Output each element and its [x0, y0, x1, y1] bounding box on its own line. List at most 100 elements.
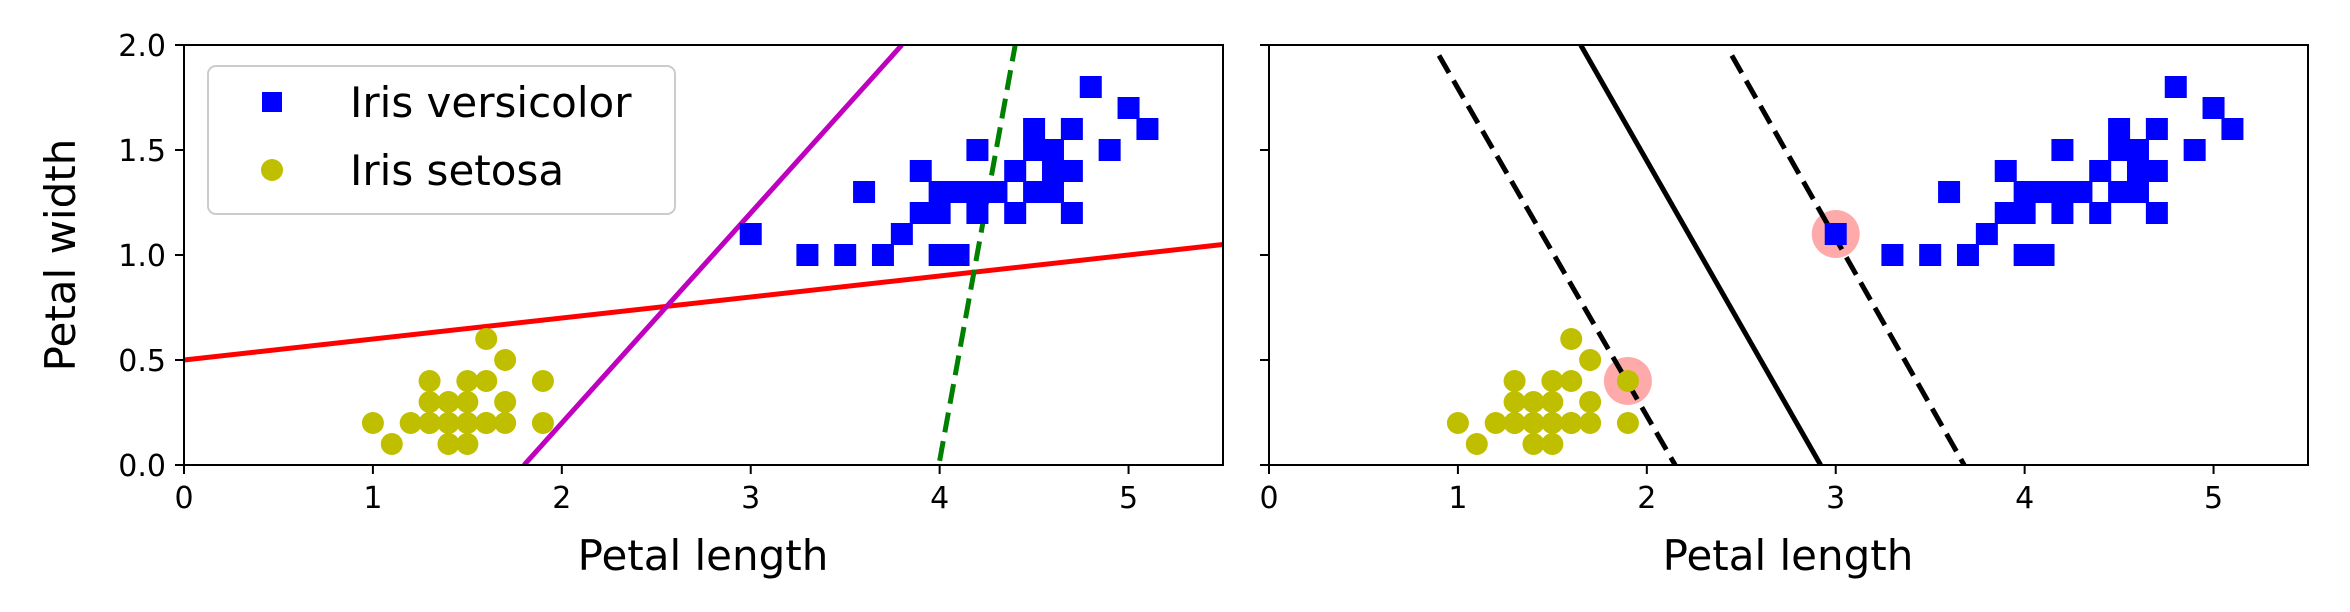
versicolor-point: [2126, 181, 2149, 203]
versicolor-point: [909, 202, 932, 224]
x-tick-label: 5: [1119, 481, 1138, 516]
versicolor-point: [2126, 160, 2149, 182]
x-tick-label: 2: [552, 481, 571, 516]
versicolor-point: [909, 160, 932, 182]
versicolor-point: [1136, 118, 1159, 140]
versicolor-point: [1041, 181, 1064, 203]
versicolor-point: [834, 244, 857, 266]
setosa-point: [1465, 433, 1488, 455]
versicolor-point: [1994, 202, 2017, 224]
versicolor-point: [1023, 181, 1046, 203]
left-line-1: [522, 45, 904, 465]
versicolor-point: [1060, 118, 1083, 140]
versicolor-point: [796, 244, 819, 266]
x-tick-label: 3: [741, 481, 760, 516]
setosa-point: [1616, 412, 1639, 434]
setosa-point: [1541, 391, 1564, 413]
setosa-point: [1484, 412, 1507, 434]
right-y-ticks: [1260, 44, 1269, 466]
setosa-point: [1446, 412, 1469, 434]
left-y-axis-label: Petal width: [36, 139, 85, 372]
versicolor-point: [1041, 139, 1064, 161]
setosa-point: [1541, 412, 1564, 434]
setosa-point: [475, 328, 498, 350]
versicolor-point: [966, 139, 989, 161]
versicolor-point: [2089, 160, 2112, 182]
versicolor-point: [871, 244, 894, 266]
setosa-point: [1522, 433, 1545, 455]
left-panel: 0 1 2 3 4 5 0.0 0.5 1.0 1.5 2.0 Petal length Peta…: [36, 29, 1224, 580]
versicolor-point: [2013, 202, 2036, 224]
setosa-point: [1560, 328, 1583, 350]
versicolor-point: [928, 244, 951, 266]
right-axes-frame: [1268, 44, 2309, 466]
left-x-ticks: 0 1 2 3 4 5: [174, 465, 1138, 516]
versicolor-point: [2051, 181, 2074, 203]
versicolor-point: [1060, 160, 1083, 182]
versicolor-point: [1023, 139, 1046, 161]
setosa-point: [437, 412, 460, 434]
left-x-axis-label: Petal length: [578, 531, 829, 580]
y-tick-label: 0.0: [118, 449, 166, 484]
right-x-axis-label: Petal length: [1663, 531, 1914, 580]
y-tick-label: 1.0: [118, 239, 166, 274]
left-line-2: [937, 45, 1018, 462]
versicolor-point: [1041, 160, 1064, 182]
setosa-point: [1579, 412, 1602, 434]
y-tick-label: 1.5: [118, 134, 166, 169]
versicolor-point: [2145, 160, 2168, 182]
left-line-0: [184, 242, 1223, 363]
setosa-point: [380, 433, 403, 455]
versicolor-point: [2108, 181, 2131, 203]
left-decision-lines: [184, 45, 1223, 465]
setosa-point: [1579, 391, 1602, 413]
versicolor-point: [2108, 139, 2131, 161]
legend-box: [207, 65, 676, 215]
versicolor-point: [1938, 181, 1961, 203]
setosa-point: [437, 391, 460, 413]
setosa-point: [475, 370, 498, 392]
setosa-point: [1560, 370, 1583, 392]
versicolor-point: [947, 244, 970, 266]
x-tick-label: 3: [1826, 481, 1845, 516]
setosa-point: [1560, 412, 1583, 434]
versicolor-point: [1975, 223, 1998, 245]
left-y-ticks: 0.0 0.5 1.0 1.5 2.0: [118, 29, 184, 484]
x-tick-label: 1: [1448, 481, 1467, 516]
right-panel: 0 1 2 3 4 5 Petal length: [1259, 44, 2309, 580]
versicolor-point: [2221, 118, 2244, 140]
versicolor-point: [2013, 244, 2036, 266]
versicolor-point: [2108, 118, 2131, 140]
x-tick-label: 0: [1259, 481, 1278, 516]
x-tick-label: 0: [174, 481, 193, 516]
versicolor-point: [2126, 139, 2149, 161]
versicolor-point: [947, 181, 970, 203]
setosa-point: [1503, 412, 1526, 434]
setosa-point: [494, 391, 517, 413]
setosa-point: [399, 412, 422, 434]
x-tick-label: 5: [2204, 481, 2223, 516]
versicolor-point: [2202, 97, 2225, 119]
setosa-point: [1522, 412, 1545, 434]
setosa-point: [456, 433, 479, 455]
setosa-point: [1579, 349, 1602, 371]
versicolor-point: [2145, 202, 2168, 224]
versicolor-point: [739, 223, 762, 245]
y-tick-label: 2.0: [118, 29, 166, 64]
left-data-points: [361, 76, 1159, 455]
right-x-ticks: 0 1 2 3 4 5: [1259, 465, 2223, 516]
legend-setosa-marker: [261, 159, 283, 181]
legend-versicolor-label: Iris versicolor: [350, 78, 632, 127]
versicolor-point: [1004, 202, 1027, 224]
versicolor-point: [1881, 244, 1904, 266]
legend-versicolor-marker: [262, 92, 282, 112]
right-line-1: [1436, 54, 1678, 465]
right-line-0: [1578, 45, 1823, 465]
x-tick-label: 4: [2015, 481, 2034, 516]
x-tick-label: 2: [1637, 481, 1656, 516]
versicolor-point: [2070, 181, 2093, 203]
setosa-point: [1522, 391, 1545, 413]
setosa-point: [418, 370, 441, 392]
versicolor-point: [2051, 202, 2074, 224]
